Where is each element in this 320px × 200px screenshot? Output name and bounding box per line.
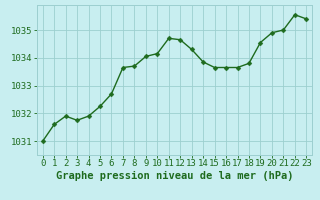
X-axis label: Graphe pression niveau de la mer (hPa): Graphe pression niveau de la mer (hPa) xyxy=(56,171,293,181)
